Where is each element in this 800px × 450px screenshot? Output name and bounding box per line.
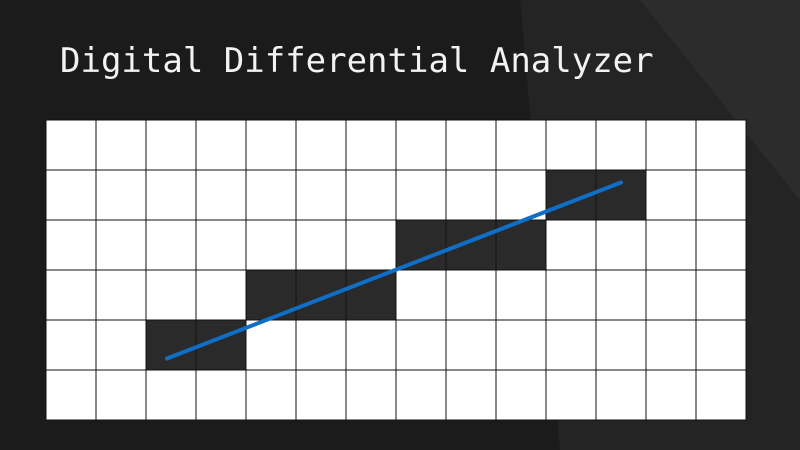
- grid-cell: [695, 319, 747, 371]
- grid-cell: [45, 269, 97, 321]
- grid-cell: [495, 369, 547, 421]
- grid-cell-filled: [295, 269, 347, 321]
- grid-cell: [95, 169, 147, 221]
- grid-cell: [345, 169, 397, 221]
- grid-cell-filled: [445, 219, 497, 271]
- grid-cell: [395, 319, 447, 371]
- grid-cell: [95, 219, 147, 271]
- grid-border: [45, 119, 747, 421]
- grid-cell: [545, 219, 597, 271]
- slide-title: Digital Differential Analyzer: [60, 41, 654, 81]
- grid-cell: [95, 319, 147, 371]
- grid-cell: [45, 169, 97, 221]
- grid-cell: [95, 119, 147, 171]
- grid-cell-filled: [145, 319, 197, 371]
- grid-cell-filled: [395, 219, 447, 271]
- grid-cell-filled: [495, 219, 547, 271]
- grid-cell: [395, 119, 447, 171]
- grid-cell: [595, 269, 647, 321]
- grid-cell: [145, 169, 197, 221]
- grid-cell: [545, 319, 597, 371]
- grid-cell: [395, 369, 447, 421]
- grid-cell: [45, 119, 97, 171]
- grid-cell: [695, 119, 747, 171]
- grid-cell: [295, 219, 347, 271]
- grid-cell: [445, 319, 497, 371]
- grid-cell: [445, 269, 497, 321]
- grid-cell: [445, 169, 497, 221]
- grid-cell: [345, 119, 397, 171]
- grid-cell: [295, 369, 347, 421]
- grid-cell: [645, 319, 697, 371]
- grid-cell: [395, 169, 447, 221]
- grid-cell: [645, 169, 697, 221]
- grid-cell: [145, 219, 197, 271]
- grid-cell: [45, 219, 97, 271]
- grid-cell: [45, 319, 97, 371]
- grid-cell: [695, 169, 747, 221]
- ideal-line: [165, 180, 623, 361]
- grid-cell: [595, 369, 647, 421]
- grid-cell: [495, 269, 547, 321]
- grid-cell: [695, 219, 747, 271]
- grid-cell: [345, 369, 397, 421]
- grid-cell: [245, 369, 297, 421]
- grid-cell: [595, 119, 647, 171]
- grid-cell: [645, 119, 697, 171]
- grid-cell-filled: [595, 169, 647, 221]
- grid-cell: [145, 269, 197, 321]
- background-panel-lighter: [640, 0, 800, 200]
- grid-cell: [345, 219, 397, 271]
- grid-cell: [45, 369, 97, 421]
- grid-cell: [295, 319, 347, 371]
- grid-cell: [195, 219, 247, 271]
- grid-cell: [545, 119, 597, 171]
- grid-cell: [695, 269, 747, 321]
- grid-cell: [195, 369, 247, 421]
- grid-cell: [195, 169, 247, 221]
- grid-cell: [345, 319, 397, 371]
- grid-cell: [445, 119, 497, 171]
- grid-cell: [445, 369, 497, 421]
- grid-cell: [145, 119, 197, 171]
- grid-cell: [395, 269, 447, 321]
- grid-cell: [295, 119, 347, 171]
- grid-cell: [245, 219, 297, 271]
- grid-cell: [145, 369, 197, 421]
- grid-cell: [645, 369, 697, 421]
- grid-cell: [595, 319, 647, 371]
- grid-cell: [195, 119, 247, 171]
- grid-cell: [245, 169, 297, 221]
- grid-cell: [595, 219, 647, 271]
- grid-cell: [295, 169, 347, 221]
- grid-cell: [645, 269, 697, 321]
- grid-cell: [495, 119, 547, 171]
- grid-cell: [545, 369, 597, 421]
- grid-cell: [645, 219, 697, 271]
- grid-cell: [195, 269, 247, 321]
- grid-cell: [245, 319, 297, 371]
- grid-cell: [95, 369, 147, 421]
- grid-cell: [545, 269, 597, 321]
- grid-cell: [245, 119, 297, 171]
- grid-cell: [695, 369, 747, 421]
- grid-cell: [495, 319, 547, 371]
- grid-cell: [95, 269, 147, 321]
